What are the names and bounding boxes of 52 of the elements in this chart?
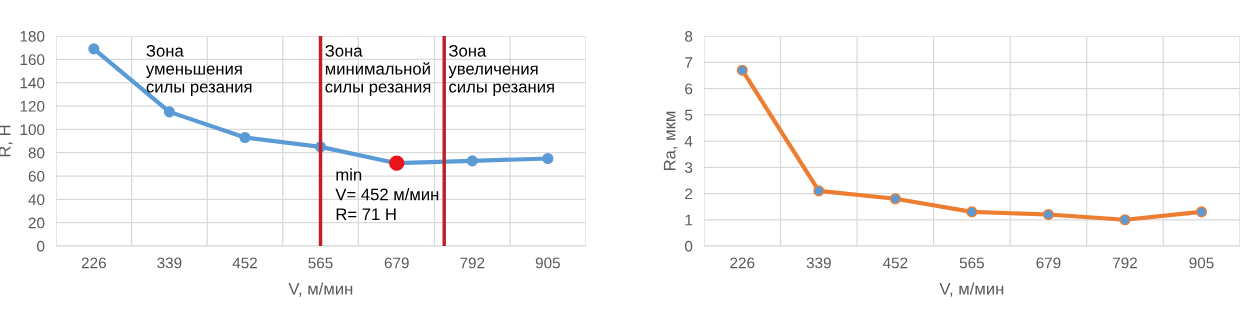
- x-tick-label: 679: [1036, 257, 1061, 269]
- y-tick-label: 6: [685, 83, 693, 95]
- point: [966, 206, 978, 218]
- y-tick-label: 7: [685, 57, 693, 68]
- y-tick-label: 5: [684, 109, 693, 121]
- x-tick-label: 339: [806, 257, 831, 269]
- y-tick-label: 1: [685, 214, 693, 226]
- y-tick-label: 180: [20, 30, 45, 42]
- point: [1119, 214, 1131, 226]
- y-tick-label: 20: [28, 217, 45, 229]
- point: [813, 185, 825, 197]
- y-tick-label: 8: [685, 30, 693, 42]
- y-axis-title: Ra, мкм: [663, 111, 678, 171]
- y-tick-label: 120: [20, 100, 45, 112]
- x-tick-label: 905: [1189, 257, 1214, 269]
- x-tick-label: 565: [308, 257, 333, 269]
- point: [889, 193, 901, 205]
- point: [736, 64, 748, 76]
- y-tick-label: 4: [684, 136, 693, 147]
- annotation: Зона минимальной силы резания: [325, 44, 431, 96]
- point: [542, 152, 554, 165]
- y-tick-label: 160: [20, 54, 45, 66]
- x-tick-label: 792: [460, 257, 485, 269]
- annotation: Зона уменьшения силы резания: [145, 44, 252, 96]
- point: [1042, 208, 1054, 221]
- y-tick-label: 100: [20, 124, 45, 136]
- x-tick-label: 452: [882, 257, 908, 269]
- x-tick-label: 452: [232, 257, 257, 269]
- y-tick-label: 40: [28, 194, 45, 206]
- point: [163, 106, 175, 118]
- x-axis-title: V, м/мин: [288, 282, 353, 297]
- x-tick-label: 679: [384, 257, 409, 269]
- y-tick-label: 80: [28, 147, 45, 159]
- y-tick-label: 2: [685, 188, 693, 200]
- y-tick-label: 140: [20, 77, 45, 89]
- point: [1195, 206, 1208, 218]
- x-tick-label: 792: [1113, 257, 1137, 269]
- y-tick-label: 60: [28, 170, 45, 182]
- x-axis-title: V, м/мин: [939, 282, 1004, 297]
- point: [88, 43, 100, 55]
- y-tick-label: 3: [684, 162, 693, 173]
- annotation: Зона увеличения силы резания: [448, 44, 554, 96]
- y-tick-label: 0: [684, 240, 693, 252]
- annotation: min V= 452 м/мин R= 71 Н: [335, 168, 439, 220]
- point: [466, 155, 478, 167]
- x-tick-label: 565: [959, 257, 984, 269]
- point: [239, 131, 251, 144]
- x-tick-label: 339: [157, 257, 182, 269]
- x-tick-label: 226: [730, 257, 755, 269]
- y-tick-label: 0: [37, 240, 45, 252]
- x-tick-label: 905: [535, 257, 560, 269]
- x-tick-label: 226: [81, 257, 106, 269]
